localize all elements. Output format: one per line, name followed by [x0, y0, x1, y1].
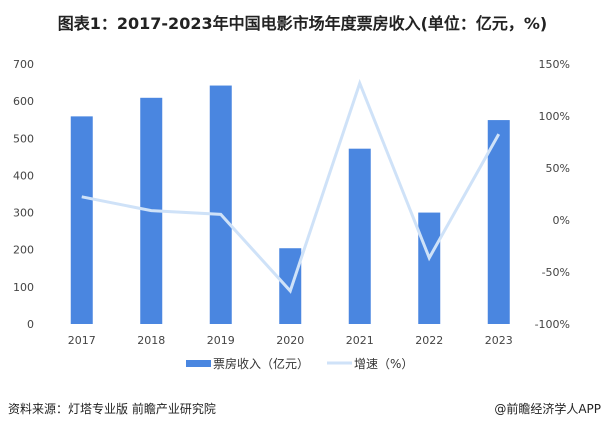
y-right-tick-label: -50%: [542, 266, 570, 279]
y-right-tick-label: 0%: [553, 214, 570, 227]
x-tick-label: 2018: [137, 334, 165, 347]
y-left-tick-label: 700: [13, 58, 34, 71]
chart: 0 100 200 300 400 500 600 700 -100% -50% 0% 50% 100%…: [13, 58, 570, 371]
y-left-tick-label: 100: [13, 281, 34, 294]
x-tick-label: 2021: [346, 334, 374, 347]
y-left-tick-label: 600: [13, 95, 34, 108]
y-left-tick-label: 0: [27, 318, 34, 331]
y-left-tick-label: 200: [13, 244, 34, 257]
y-right-tick-label: 50%: [546, 162, 570, 175]
bar: [487, 120, 510, 324]
bar: [209, 85, 232, 325]
legend-label-line: 增速（%）: [354, 357, 413, 371]
x-tick-label: 2019: [207, 334, 235, 347]
y-right-tick-label: -100%: [535, 318, 570, 331]
x-tick-label: 2023: [485, 334, 513, 347]
bar: [279, 248, 302, 324]
x-tick-label: 2017: [68, 334, 96, 347]
y-left-tick-label: 400: [13, 169, 34, 182]
x-tick-label: 2020: [276, 334, 304, 347]
y-right-tick-label: 150%: [539, 58, 570, 71]
y-left-tick-label: 500: [13, 132, 34, 145]
bar: [70, 116, 93, 324]
x-tick-label: 2022: [415, 334, 443, 347]
chart-title: 图表1：2017-2023年中国电影市场年度票房收入(单位：亿元，%): [57, 14, 548, 33]
brand-credit: @前瞻经济学人APP: [494, 402, 601, 416]
y-right-tick-label: 100%: [539, 110, 570, 123]
legend-label-bar: 票房收入（亿元）: [213, 356, 309, 371]
bar: [418, 212, 441, 324]
y-left-tick-label: 300: [13, 207, 34, 220]
legend-swatch-bar: [186, 360, 211, 367]
bar: [348, 148, 371, 324]
source-note: 资料来源：灯塔专业版 前瞻产业研究院: [8, 402, 216, 416]
